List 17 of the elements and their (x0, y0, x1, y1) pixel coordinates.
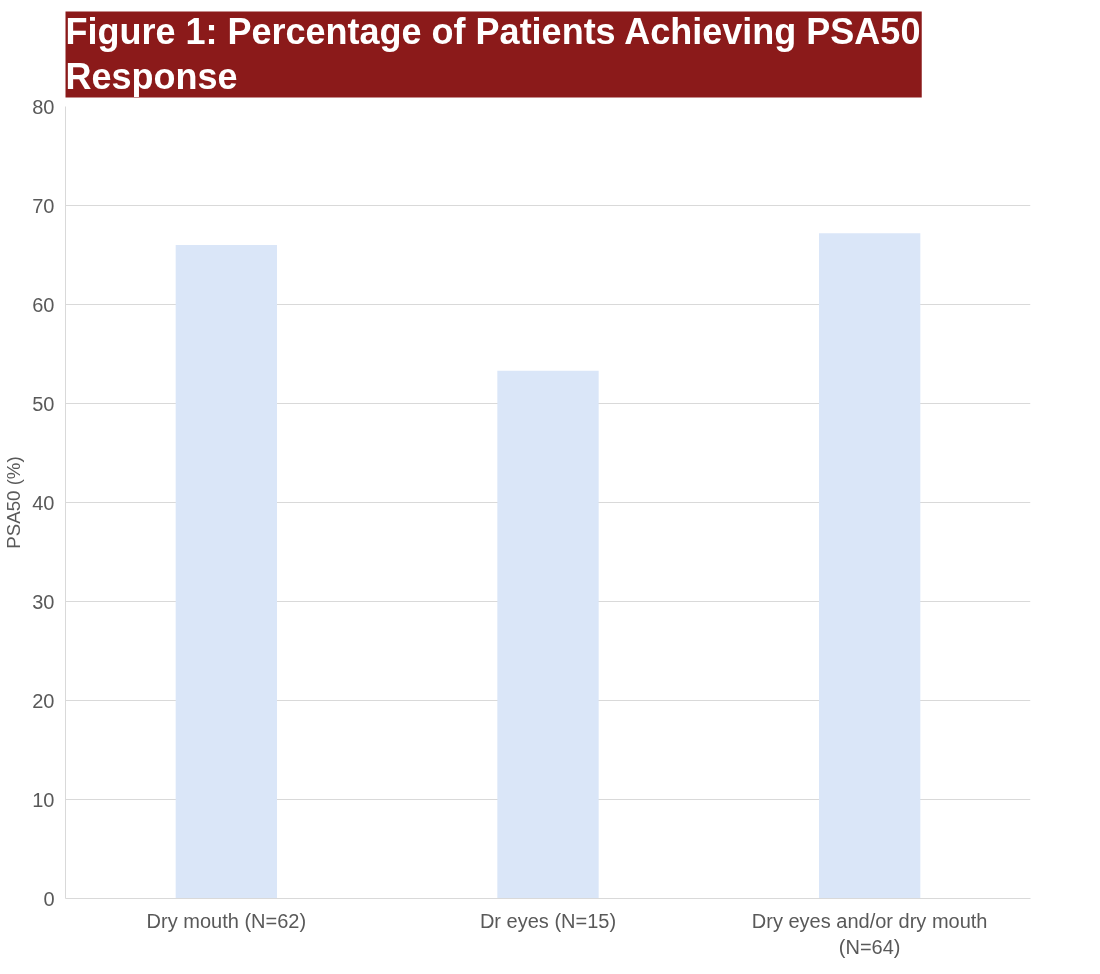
bar (819, 233, 921, 899)
bar (175, 245, 277, 899)
y-tick-label: 20 (32, 689, 55, 712)
y-tick-label: 70 (32, 194, 55, 217)
y-axis-title: PSA50 (%) (3, 456, 25, 549)
bar (497, 370, 599, 899)
y-tick-label: 50 (32, 392, 55, 415)
y-tick-label: 40 (32, 491, 55, 514)
x-tick-label: Dry mouth (N=62) (146, 909, 307, 932)
y-tick-label: 10 (32, 788, 55, 811)
x-tick-label: Dr eyes (N=15) (479, 909, 617, 932)
y-tick-label: 30 (32, 590, 55, 613)
y-tick-label: 0 (43, 887, 55, 910)
chart-title: Figure 1: Percentage of Patients Achieving PSA50 Response (65, 11, 921, 98)
x-tick-label: Dry eyes and/or dry mouth (N=64) (751, 909, 988, 958)
y-tick-label: 60 (32, 293, 55, 316)
y-tick-label: 80 (32, 95, 55, 118)
